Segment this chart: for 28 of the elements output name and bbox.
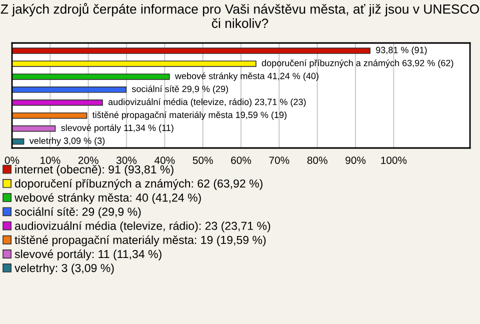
x-tick-label: 40% — [154, 156, 175, 164]
x-tick-label: 20% — [78, 156, 98, 164]
x-tick-label: 0% — [4, 156, 20, 164]
data-label: doporučení příbuzných a známých 63,92 % (62) — [262, 59, 454, 68]
data-label: audiovizuální média (televize, rádio) 23,71 % (23) — [108, 98, 306, 107]
x-tick-label: 60% — [231, 156, 252, 164]
data-label: 93,81 % (91) — [376, 46, 427, 55]
legend-label: audiovizuální média (televize, rádio): 23 (23,71 %) — [15, 221, 270, 232]
x-tick-label: 90% — [346, 156, 366, 164]
data-label: webové stránky města 41,24 % (40) — [174, 72, 318, 81]
data-label: slevové portály 11,34 % (11) — [61, 124, 174, 133]
x-tick-label: 100% — [381, 156, 407, 164]
legend-label: webové stránky města: 40 (41,24 %) — [14, 193, 201, 204]
x-tick-label: 70% — [269, 156, 290, 164]
legend-label: slevové portály: 11 (11,34 %) — [14, 250, 162, 260]
legend-label: tištěné propagační materiály města: 19 (19,59 %) — [14, 235, 266, 246]
legend-label: sociální sítě: 29 (29,9 %) — [14, 207, 141, 218]
x-tick-label: 80% — [307, 156, 328, 164]
data-label: veletrhy 3,09 % (3) — [29, 137, 105, 146]
chart-title: Z jakých zdrojů čerpáte informace pro Vaši návštěvu města, ať již jsou v UNESCO či nikoliv? — [0, 3, 479, 28]
data-label: sociální sítě 29,9 % (29) — [132, 85, 228, 94]
data-label: tištěné propagační materiály města 19,59 % (19) — [92, 111, 286, 120]
x-tick-label: 50% — [192, 156, 213, 164]
x-tick-label: 10% — [40, 156, 60, 164]
legend-label: internet (obecně): 91 (93,81 %) — [15, 164, 174, 176]
x-tick-label: 30% — [116, 156, 137, 164]
legend-label: veletrhy: 3 (3,09 %) — [14, 264, 114, 274]
legend-label: doporučení příbuzných a známých: 62 (63,92 %) — [15, 179, 262, 190]
